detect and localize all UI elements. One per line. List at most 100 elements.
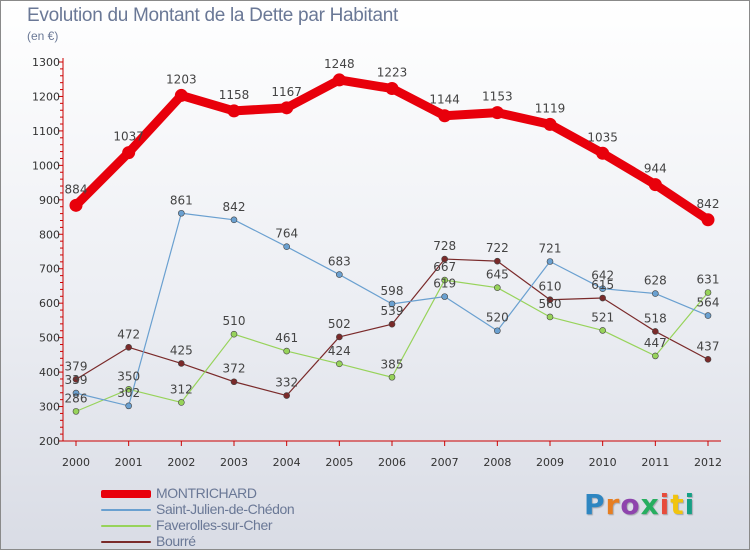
- data-label: 1144: [429, 93, 460, 107]
- data-label: 728: [433, 239, 456, 253]
- data-point: [546, 258, 554, 265]
- x-tick-label: 2011: [641, 456, 669, 469]
- data-point: [336, 360, 343, 368]
- data-point: [122, 146, 136, 160]
- chart-axes: 200 300 400 500 600 700 800 900 1000 1100 1200 1300…: [32, 56, 722, 469]
- data-point: [599, 294, 606, 302]
- data-label: 1203: [166, 72, 197, 86]
- data-point: [283, 347, 290, 355]
- data-point: [230, 330, 238, 338]
- data-point: [385, 82, 399, 96]
- x-tick-label: 2007: [431, 456, 459, 469]
- data-point: [230, 216, 238, 224]
- data-point: [280, 101, 294, 115]
- legend-label: Bourré: [156, 533, 196, 549]
- y-tick-label: 200: [39, 435, 60, 448]
- data-point: [178, 209, 185, 217]
- data-label: 1223: [377, 66, 408, 80]
- legend-label: Saint-Julien-de-Chédon: [156, 501, 295, 517]
- x-tick-label: 2005: [325, 456, 353, 469]
- x-tick-label: 2003: [220, 456, 248, 469]
- data-point: [69, 198, 83, 212]
- data-point: [494, 284, 501, 291]
- data-label: 1119: [535, 101, 566, 115]
- data-label: 1153: [482, 90, 513, 104]
- data-label: 350: [117, 369, 140, 383]
- data-label: 1158: [219, 88, 250, 102]
- data-point: [178, 399, 185, 406]
- data-label: 842: [223, 200, 246, 214]
- data-label: 518: [644, 311, 667, 325]
- data-label: 339: [65, 373, 88, 387]
- data-point: [704, 356, 712, 363]
- data-label: 1035: [587, 130, 618, 144]
- x-tick-label: 2001: [115, 456, 143, 469]
- data-point: [494, 257, 501, 265]
- data-point: [441, 293, 448, 300]
- data-label: 447: [644, 336, 667, 350]
- data-point: [652, 328, 659, 335]
- legend-label: Faverolles-sur-Cher: [156, 517, 273, 533]
- legend-swatch: [101, 541, 151, 543]
- data-point: [543, 117, 557, 131]
- data-label: 642: [591, 269, 614, 283]
- x-tick-label: 2009: [536, 456, 564, 469]
- data-label: 764: [275, 227, 298, 241]
- brand-letter: o: [620, 488, 641, 521]
- data-label: 944: [644, 162, 667, 176]
- data-label: 425: [170, 343, 193, 357]
- data-label: 437: [697, 339, 720, 353]
- brand-letter: P: [584, 488, 606, 521]
- legend-swatch: [101, 490, 151, 498]
- x-tick-label: 2006: [378, 456, 406, 469]
- data-label: 721: [539, 241, 562, 255]
- x-tick-label: 2004: [273, 456, 301, 469]
- legend-label: MONTRICHARD: [156, 485, 257, 501]
- data-label: 539: [381, 304, 404, 318]
- data-point: [490, 106, 504, 120]
- data-label: 521: [591, 310, 614, 324]
- data-point: [227, 104, 241, 118]
- data-label: 598: [381, 284, 404, 298]
- data-point: [72, 408, 80, 415]
- data-point: [441, 276, 448, 284]
- data-point: [178, 360, 185, 367]
- data-point: [546, 296, 554, 304]
- data-point: [230, 378, 238, 386]
- x-tick-label: 2000: [62, 456, 90, 469]
- chart-title: Evolution du Montant de la Dette par Hab…: [27, 5, 398, 26]
- y-tick-label: 800: [39, 228, 60, 241]
- data-point: [336, 333, 343, 341]
- data-label: 286: [65, 391, 88, 405]
- x-tick-label: 2002: [167, 456, 195, 469]
- data-label: 564: [697, 296, 720, 310]
- data-label: 502: [328, 317, 351, 331]
- data-point: [72, 389, 80, 397]
- y-tick-label: 300: [39, 401, 60, 414]
- y-tick-label: 1000: [32, 159, 60, 172]
- data-label: 332: [275, 376, 298, 390]
- data-point: [72, 376, 80, 383]
- data-point: [494, 327, 501, 335]
- data-label: 1167: [271, 85, 302, 99]
- data-point: [336, 271, 343, 278]
- data-point: [283, 392, 290, 399]
- data-point: [599, 327, 606, 334]
- y-tick-label: 1100: [32, 125, 60, 138]
- y-tick-label: 400: [39, 366, 60, 379]
- data-label: 615: [591, 278, 614, 292]
- y-tick-label: 600: [39, 297, 60, 310]
- x-tick-label: 2008: [483, 456, 511, 469]
- data-point: [701, 213, 715, 227]
- data-label: 379: [65, 359, 88, 373]
- x-tick-label: 2010: [589, 456, 617, 469]
- data-point: [125, 343, 132, 351]
- brand-letter: i: [684, 488, 696, 521]
- data-label: 312: [170, 382, 193, 396]
- data-point: [596, 146, 610, 160]
- data-point: [648, 178, 662, 192]
- data-label: 510: [223, 314, 246, 328]
- chart-subtitle: (en €): [27, 29, 59, 43]
